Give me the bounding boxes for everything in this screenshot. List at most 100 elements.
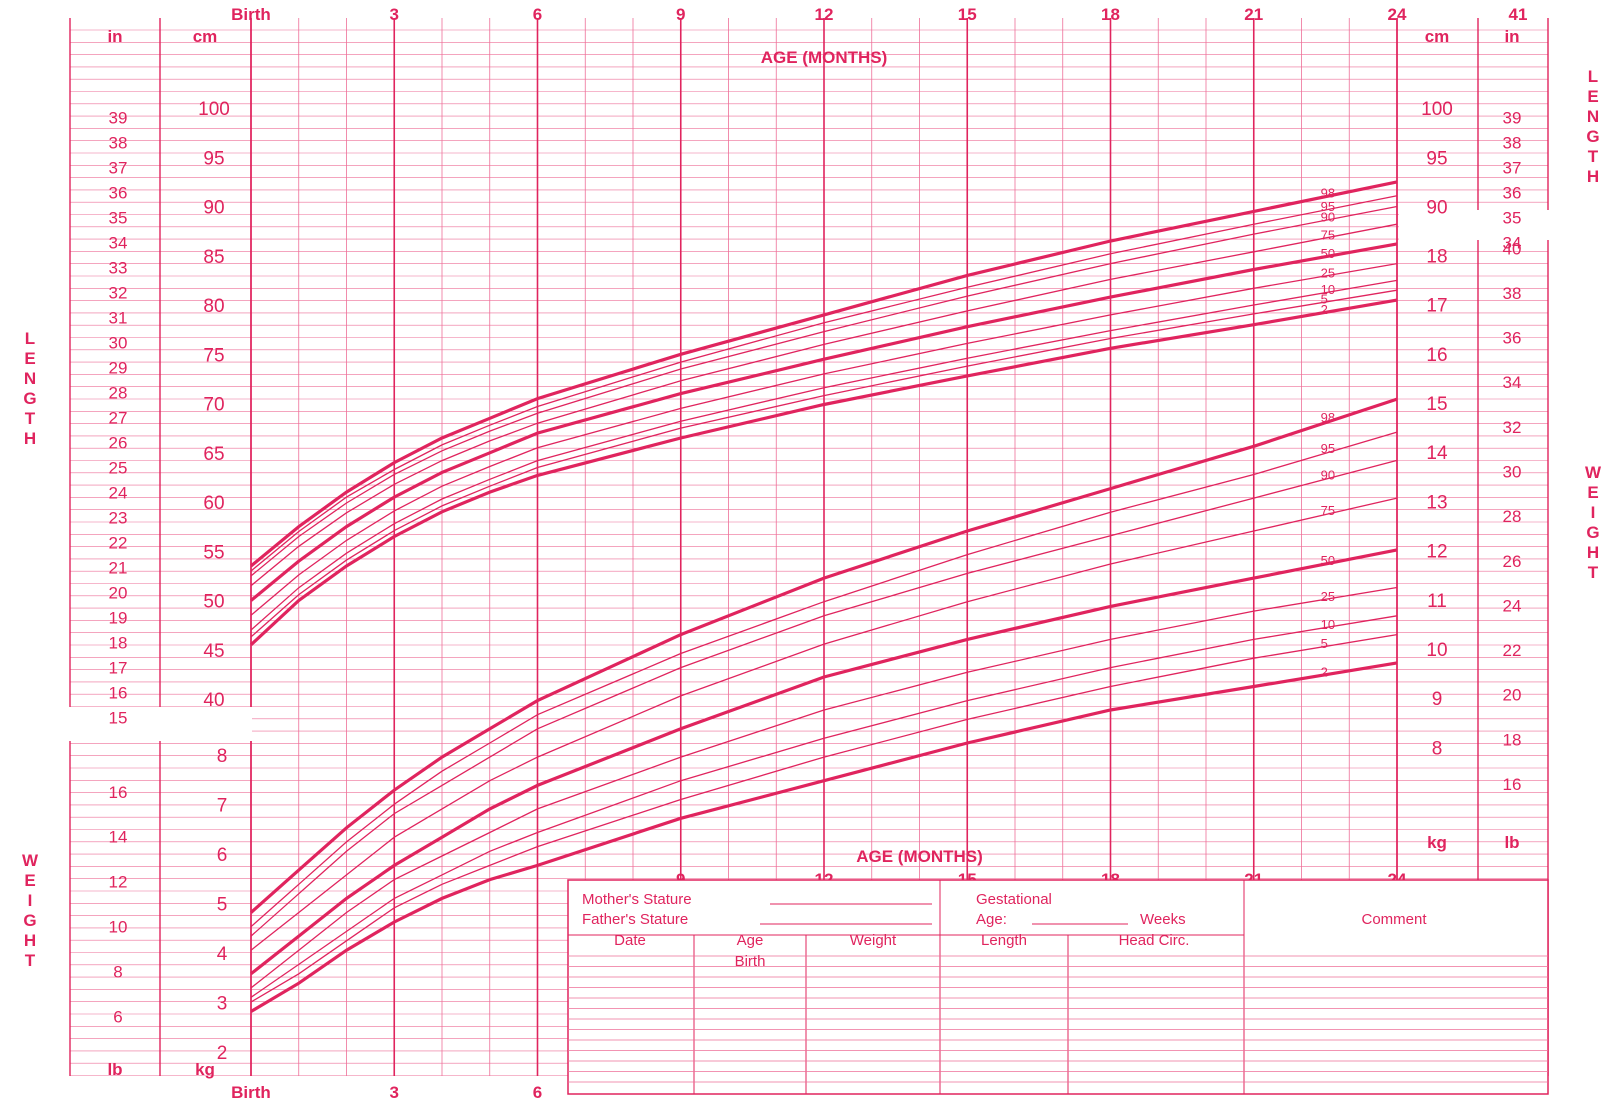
length-cm-tick-right: 100	[1421, 99, 1453, 120]
unit-cm-left: cm	[193, 27, 218, 46]
weight-kg-tick-right: 14	[1426, 443, 1448, 464]
weight-lb-tick-right: 18	[1503, 730, 1522, 749]
curve-weight-p98	[249, 397, 1398, 914]
side-word-length-left: L	[25, 329, 35, 348]
length-cm-tick: 60	[203, 493, 224, 514]
weight-lb-tick-right: 20	[1503, 686, 1522, 705]
length-cm-tick: 55	[203, 542, 224, 563]
side-word-weight-left: H	[24, 931, 36, 950]
curve-weight-p95	[250, 431, 1398, 928]
age-label: Age:	[976, 911, 1007, 928]
side-word-weight-left: W	[22, 851, 39, 870]
unit-lb-right: lb	[1504, 833, 1519, 852]
length-in-tick: 25	[109, 459, 128, 478]
side-word-length-left: N	[24, 369, 36, 388]
curve-weight-p10	[250, 615, 1398, 998]
percentile-label: 50	[1321, 553, 1335, 568]
weight-lb-tick-right: 24	[1503, 596, 1522, 615]
weight-kg-tick-right: 16	[1426, 345, 1447, 366]
weight-kg-tick-right: 18	[1426, 246, 1447, 267]
side-word-length-left: H	[24, 429, 36, 448]
percentile-label: 98	[1321, 410, 1335, 425]
percentile-label: 75	[1321, 503, 1335, 518]
percentile-label: 75	[1321, 227, 1335, 242]
length-in-tick-right: 34	[1503, 233, 1522, 252]
length-in-tick: 33	[109, 258, 128, 277]
side-word-length-left: T	[25, 409, 36, 428]
weight-lb-tick: 8	[113, 962, 122, 981]
length-in-tick: 17	[109, 659, 128, 678]
length-cm-tick: 80	[203, 296, 224, 317]
length-in-tick: 27	[109, 408, 128, 427]
weight-kg-tick-right: 8	[1432, 738, 1443, 759]
weight-kg-tick-right: 15	[1426, 394, 1447, 415]
record-form: Mother's Stature Father's Stature Gestat…	[567, 879, 1549, 1095]
length-in-tick: 23	[109, 509, 128, 528]
length-in-tick: 26	[109, 434, 128, 453]
unit-kg-right: kg	[1427, 833, 1447, 852]
father-stature-label: Father's Stature	[582, 911, 688, 928]
side-word-length-right: H	[1587, 167, 1599, 186]
age-tick-top: 9	[676, 5, 685, 24]
weight-kg-tick: 6	[217, 845, 228, 866]
length-in-tick: 30	[109, 333, 128, 352]
curve-length-p5	[250, 289, 1398, 638]
unit-in-right: in	[1504, 27, 1519, 46]
length-in-tick: 15	[109, 709, 128, 728]
weight-kg-tick-right: 12	[1426, 542, 1447, 563]
length-cm-tick: 100	[198, 99, 230, 120]
weight-kg-tick-right: 13	[1426, 492, 1447, 513]
side-word-weight-left: G	[23, 911, 36, 930]
curve-weight-p25	[250, 586, 1398, 989]
curve-length-p90	[250, 205, 1398, 577]
length-in-tick: 31	[109, 308, 128, 327]
length-in-tick: 29	[109, 358, 128, 377]
curve-length-p25	[250, 262, 1398, 616]
length-in-tick-right: 35	[1503, 208, 1522, 227]
length-cm-tick: 95	[203, 148, 224, 169]
weight-kg-tick: 4	[217, 944, 228, 965]
side-word-weight-right: H	[1587, 543, 1599, 562]
side-word-weight-right: I	[1591, 503, 1596, 522]
in-tick-top-right: 41	[1509, 5, 1528, 24]
weight-kg-tick-right: 17	[1426, 296, 1447, 317]
weight-kg-tick: 3	[217, 994, 228, 1015]
age-tick-top: 6	[533, 5, 542, 24]
percentile-label: 5	[1321, 636, 1328, 651]
weight-lb-tick-right: 22	[1503, 641, 1522, 660]
col-date: Date	[614, 932, 646, 949]
weight-kg-tick: 2	[217, 1043, 228, 1064]
weight-kg-tick: 8	[217, 746, 228, 767]
length-cm-tick: 70	[203, 395, 224, 416]
length-cm-tick: 85	[203, 247, 224, 268]
length-in-tick: 34	[109, 233, 128, 252]
length-in-tick: 16	[109, 684, 128, 703]
side-word-weight-left: T	[25, 951, 36, 970]
age-tick-top: 15	[958, 5, 977, 24]
scale-gap	[1399, 210, 1549, 240]
percentile-label: 95	[1321, 441, 1335, 456]
curve-weight-p2	[250, 661, 1398, 1013]
side-word-weight-right: T	[1588, 563, 1599, 582]
curve-length-p10	[250, 279, 1398, 631]
side-word-length-right: E	[1587, 87, 1598, 106]
side-word-weight-left: E	[24, 871, 35, 890]
length-in-tick: 39	[109, 108, 128, 127]
unit-kg-left: kg	[195, 1060, 215, 1079]
length-cm-tick: 90	[203, 198, 224, 219]
percentile-label: 90	[1321, 468, 1335, 483]
record-form-box	[567, 879, 1549, 1095]
weight-kg-tick: 7	[217, 796, 228, 817]
percentile-label: 5	[1321, 292, 1328, 307]
age-axis-title-bottom: AGE (MONTHS)	[856, 847, 983, 866]
length-in-tick: 28	[109, 383, 128, 402]
weight-lb-tick-right: 32	[1503, 418, 1522, 437]
length-in-tick: 35	[109, 208, 128, 227]
side-word-weight-right: G	[1586, 523, 1599, 542]
length-in-tick: 38	[109, 133, 128, 152]
curve-weight-p75	[250, 497, 1398, 951]
length-in-tick-right: 38	[1503, 133, 1522, 152]
curve-length-p75	[250, 223, 1398, 587]
